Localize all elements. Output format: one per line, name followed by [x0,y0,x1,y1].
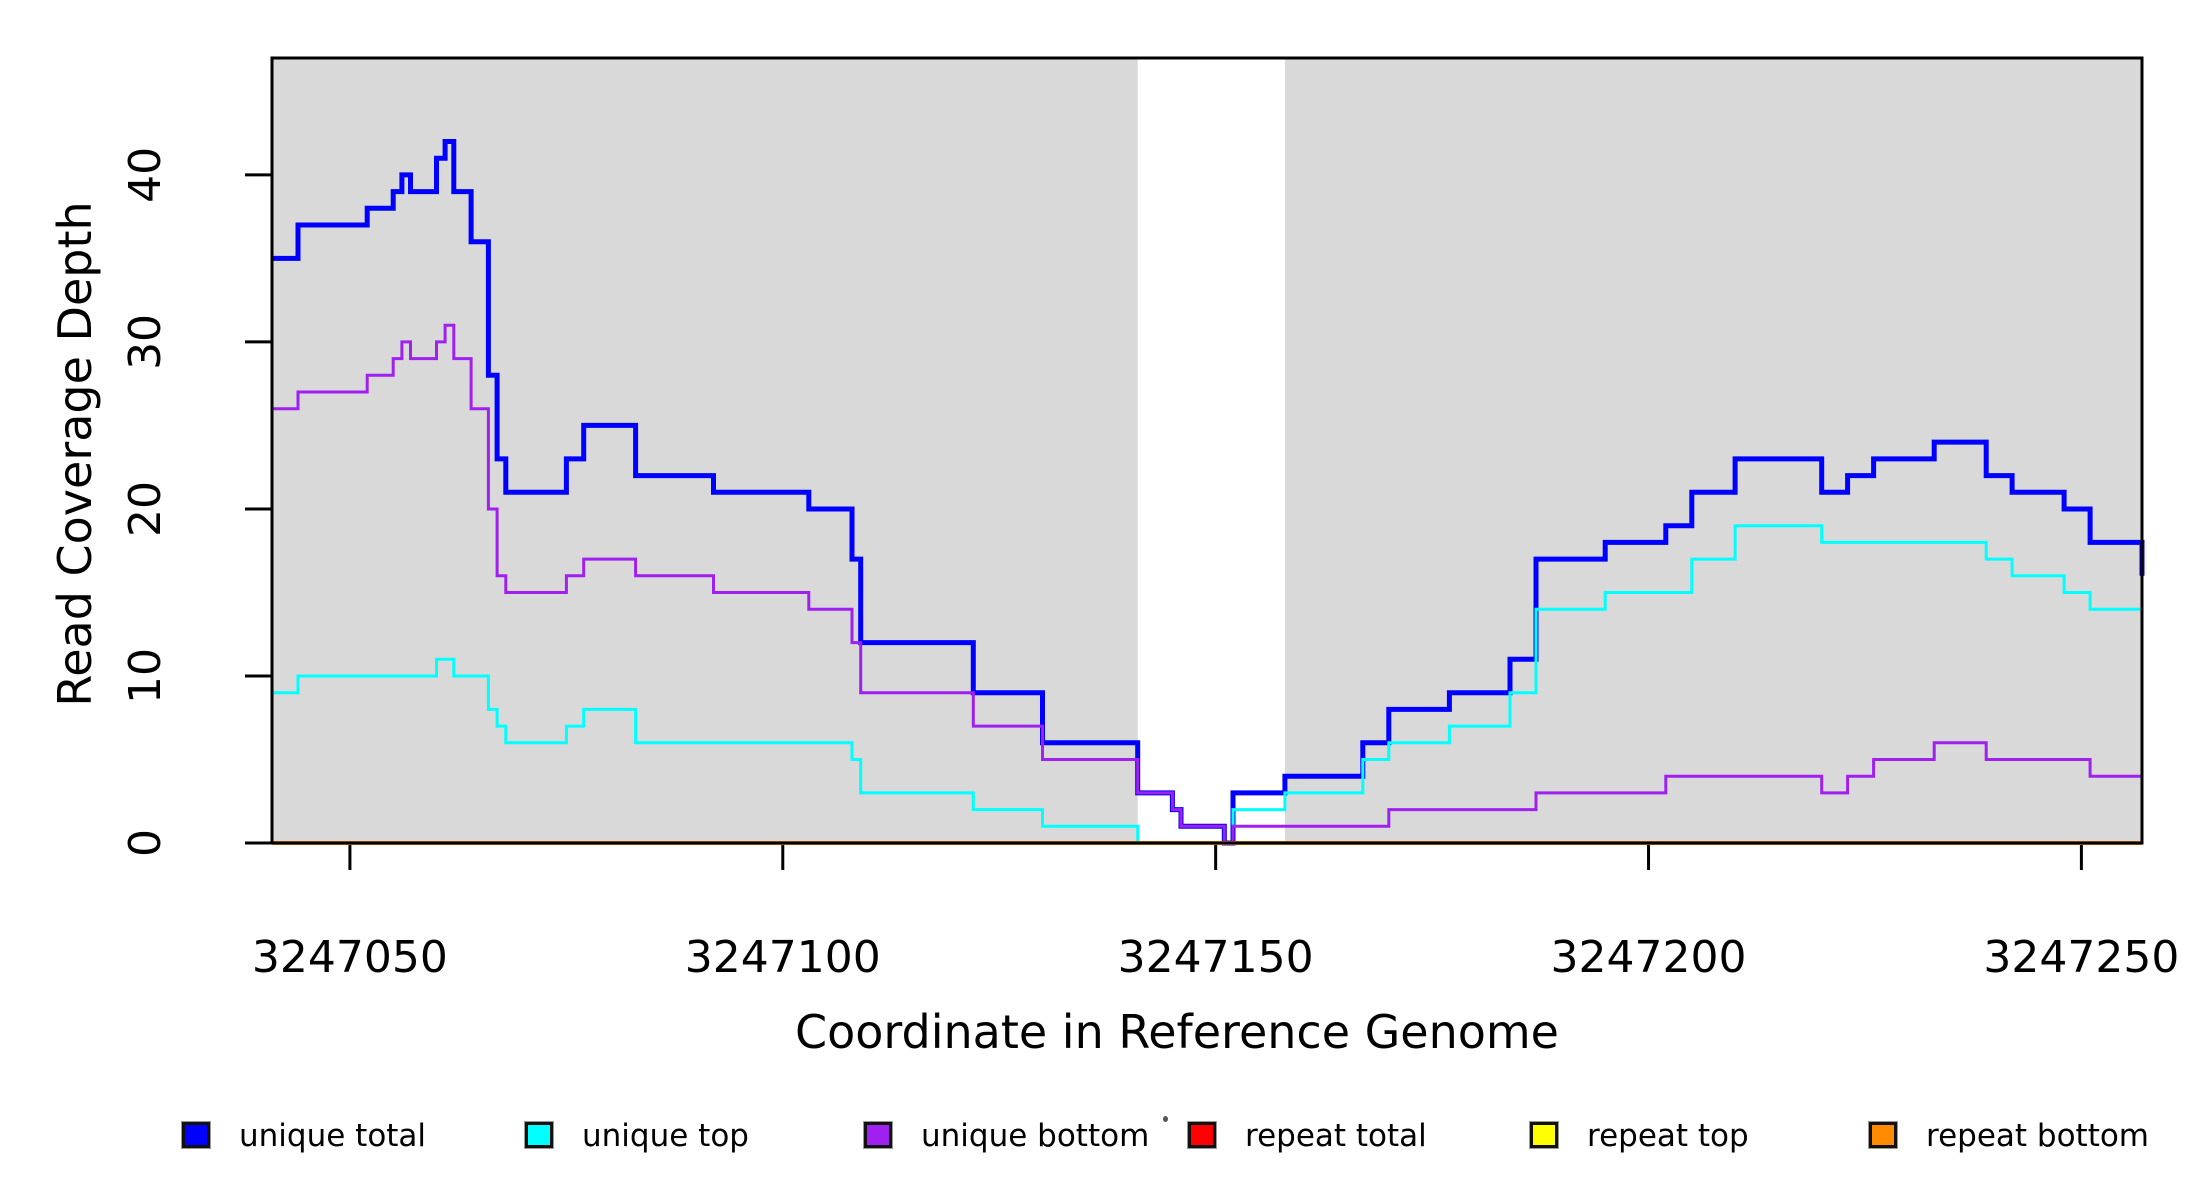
shaded-alignment-band [1284,58,2142,843]
x-tick-label: 3247100 [685,932,881,983]
x-tick-label: 3247150 [1118,932,1314,983]
y-tick-label: 20 [120,481,171,537]
series-line-unique-top [272,524,2144,845]
x-tick-label: 3247050 [252,932,448,983]
x-tick-label: 3247200 [1551,932,1747,983]
shaded-alignment-band [272,58,1138,843]
x-tick-label: 3247250 [1983,932,2179,983]
plot-border-box [270,56,2144,845]
series-line-unique-bottom [272,323,2142,845]
y-tick-label: 10 [120,648,171,704]
y-tick-label: 40 [120,147,171,203]
y-tick-label: 0 [120,829,171,857]
y-tick-label: 30 [120,314,171,370]
y-axis-title: Read Coverage Depth [48,201,102,707]
stray-dot-artifact [1163,1116,1168,1122]
x-axis-title: Coordinate in Reference Genome [795,1005,1559,1059]
